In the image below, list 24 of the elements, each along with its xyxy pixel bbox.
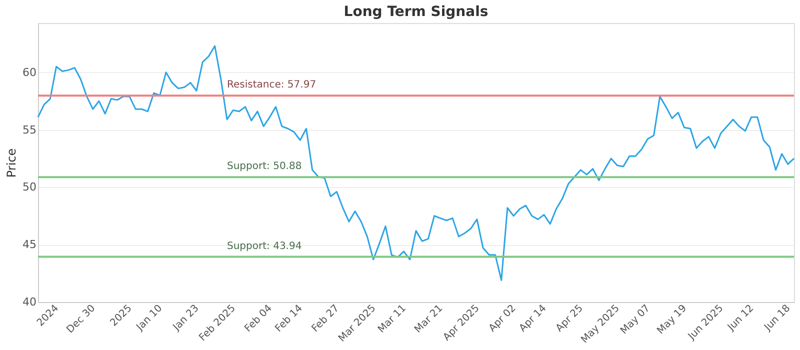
x-tick-label: Apr 02 — [487, 302, 518, 334]
ref-line-label: Support: 50.88 — [227, 161, 302, 172]
y-tick-label: 40 — [22, 296, 36, 308]
y-tick-label: 60 — [22, 66, 36, 79]
x-tick-label: Feb 14 — [273, 302, 305, 335]
x-tick-label: Jan 10 — [134, 302, 165, 334]
x-tick-label: Mar 11 — [376, 302, 409, 336]
x-tick-label: Apr 25 — [554, 302, 586, 334]
chart-title: Long Term Signals — [344, 4, 488, 20]
y-tick-label: 45 — [22, 238, 36, 252]
y-tick-label: 50 — [22, 180, 36, 194]
line-series — [37, 45, 795, 281]
x-tick-label: Feb 04 — [242, 302, 274, 335]
x-tick-label: Jan 23 — [170, 302, 202, 334]
x-tick-label: Jun 12 — [725, 302, 756, 334]
y-axis-title: Price — [4, 148, 19, 178]
ref-line-label: Support: 43.94 — [227, 240, 302, 252]
ref-line-label: Resistance: 57.97 — [227, 80, 316, 91]
x-tick-label: Mar 21 — [412, 302, 446, 336]
x-tick-label: Apr 14 — [518, 302, 549, 334]
x-tick-label: Jun 18 — [762, 302, 793, 334]
x-tick-label: Dec 30 — [64, 302, 98, 336]
y-tick-label: 55 — [22, 123, 36, 136]
x-tick-label: Feb 27 — [310, 302, 342, 335]
